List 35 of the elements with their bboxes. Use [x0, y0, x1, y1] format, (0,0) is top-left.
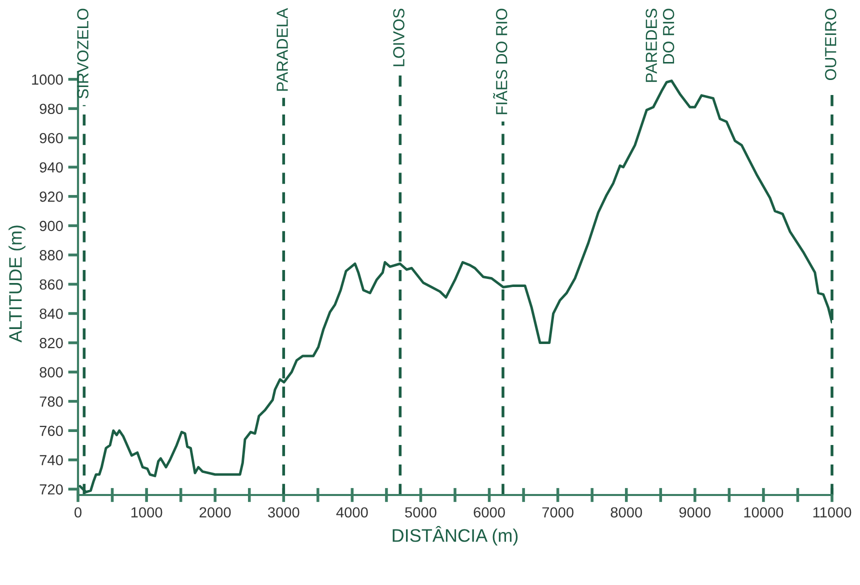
- y-tick-label: 840: [40, 308, 63, 319]
- ref-line-label: SIRVOZELO: [77, 8, 88, 98]
- y-tick-label: 960: [40, 132, 63, 144]
- y-axis-title: ALTITUDE (m): [8, 226, 26, 342]
- x-tick-label: 6000: [474, 507, 505, 518]
- x-tick-label: 2000: [200, 507, 231, 518]
- y-tick-label: 880: [40, 250, 63, 260]
- x-tick-label: 7000: [542, 507, 574, 518]
- x-tick-label: 10000: [744, 507, 784, 518]
- x-tick-label: 0: [74, 507, 82, 518]
- annotation: PAREDES DO RIO: [646, 8, 674, 82]
- y-tick-label: 940: [40, 162, 63, 173]
- y-tick-label: 720: [40, 484, 63, 495]
- x-tick-label: 11000: [813, 507, 852, 518]
- ref-line-label: OUTEIRO: [824, 8, 836, 80]
- y-tick-label: 780: [40, 396, 63, 407]
- y-tick-label: 920: [40, 192, 63, 202]
- x-axis-title: DISTÂNCIA (m): [392, 526, 518, 546]
- y-tick-label: 1000: [32, 74, 63, 85]
- ref-line-label: LOIVOS: [393, 8, 404, 66]
- x-tick-label: 1000: [131, 507, 162, 518]
- x-tick-label: 5000: [405, 507, 436, 518]
- y-tick-label: 740: [40, 454, 63, 466]
- y-tick-label: 860: [40, 279, 63, 290]
- ref-line-label: FIÃES DO RIO: [493, 8, 508, 114]
- y-tick-label: 900: [40, 220, 63, 232]
- x-tick-label: 8000: [610, 507, 642, 518]
- y-tick-label: 980: [40, 104, 63, 114]
- y-tick-label: 760: [40, 426, 63, 436]
- x-tick-label: 9000: [679, 507, 711, 518]
- y-tick-label: 820: [40, 338, 63, 348]
- x-tick-label: 4000: [336, 507, 368, 518]
- y-tick-label: 800: [40, 367, 63, 378]
- x-tick-label: 3000: [268, 507, 300, 518]
- ref-line-label: PARADELA: [276, 8, 288, 91]
